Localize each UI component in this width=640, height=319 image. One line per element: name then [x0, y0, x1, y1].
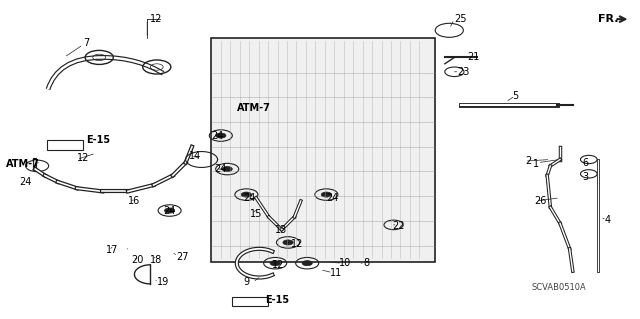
Circle shape [302, 261, 312, 266]
Text: 11: 11 [330, 268, 342, 278]
Text: E-15: E-15 [86, 135, 111, 145]
Text: 12: 12 [272, 260, 284, 270]
Text: 24: 24 [243, 193, 255, 203]
Text: 12: 12 [77, 153, 89, 163]
Circle shape [241, 192, 252, 197]
Text: 2: 2 [525, 156, 531, 166]
Text: ATM-7: ATM-7 [237, 103, 271, 114]
Text: 17: 17 [106, 245, 118, 256]
Text: 20: 20 [131, 255, 143, 265]
Text: 4: 4 [605, 215, 611, 225]
Text: 25: 25 [454, 14, 467, 24]
Text: 24: 24 [214, 164, 227, 174]
Text: 23: 23 [458, 67, 470, 77]
Text: SCVAB0510A: SCVAB0510A [531, 283, 586, 292]
Bar [211, 38, 435, 262]
Text: 13: 13 [275, 225, 287, 235]
Text: 14: 14 [189, 151, 201, 161]
Circle shape [321, 192, 332, 197]
Text: 12: 12 [150, 14, 163, 24]
Text: 12: 12 [291, 239, 303, 249]
Text: 7: 7 [83, 38, 90, 48]
Circle shape [283, 240, 293, 245]
Text: 24: 24 [163, 205, 175, 216]
Text: 9: 9 [243, 277, 250, 287]
Text: 26: 26 [534, 196, 547, 206]
Text: 10: 10 [339, 258, 351, 268]
Text: 21: 21 [467, 52, 479, 63]
Circle shape [222, 167, 232, 172]
Text: 3: 3 [582, 172, 589, 182]
Text: 1: 1 [532, 159, 539, 169]
Text: 8: 8 [363, 258, 369, 268]
FancyBboxPatch shape [47, 140, 83, 150]
Text: E-15: E-15 [266, 295, 290, 305]
Text: 27: 27 [176, 252, 189, 262]
Text: 15: 15 [250, 209, 262, 219]
Text: ATM-7: ATM-7 [6, 159, 40, 169]
Text: 16: 16 [128, 196, 140, 206]
Text: 22: 22 [392, 221, 405, 232]
Text: FR.: FR. [598, 14, 619, 24]
Text: 24: 24 [19, 177, 31, 187]
Text: 6: 6 [582, 158, 589, 168]
Text: 24: 24 [326, 193, 339, 203]
Circle shape [164, 208, 175, 213]
Text: 5: 5 [512, 91, 518, 101]
Text: 24: 24 [211, 130, 223, 141]
FancyBboxPatch shape [232, 297, 268, 306]
Circle shape [270, 261, 280, 266]
Text: 18: 18 [150, 255, 163, 265]
Circle shape [216, 133, 226, 138]
Text: 19: 19 [157, 277, 169, 287]
